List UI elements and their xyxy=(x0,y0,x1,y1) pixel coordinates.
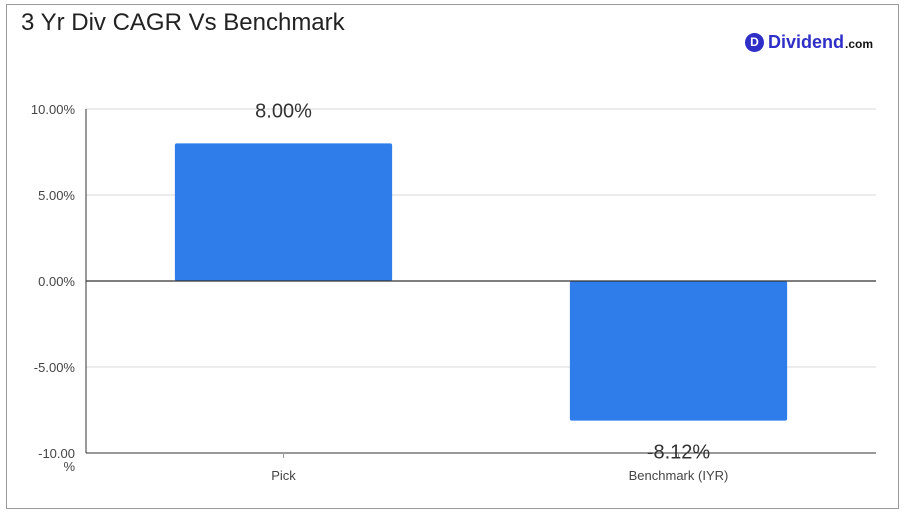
data-label: 8.00% xyxy=(255,100,312,122)
logo-tld: .com xyxy=(845,36,874,51)
x-tick-label: Benchmark (IYR) xyxy=(629,468,729,483)
x-tick-label: Pick xyxy=(271,468,296,483)
y-tick-label: -10.00% xyxy=(38,446,75,474)
y-axis-ticks: 10.00% 5.00% 0.00% -5.00% -10.00% xyxy=(31,102,76,474)
data-labels: 8.00% -8.12% xyxy=(255,100,710,463)
y-tick-label: 10.00% xyxy=(31,102,76,117)
chart-frame xyxy=(6,4,899,509)
logo-badge-icon: D xyxy=(745,32,764,52)
x-axis-labels: Pick Benchmark (IYR) xyxy=(271,453,728,483)
y-tick-label: -5.00% xyxy=(34,360,76,375)
bar[interactable] xyxy=(569,281,788,421)
chart-title: 3 Yr Div CAGR Vs Benchmark xyxy=(21,9,345,36)
y-tick-label: 0.00% xyxy=(38,274,75,289)
y-tick-label: 5.00% xyxy=(38,188,75,203)
data-label: -8.12% xyxy=(647,442,711,464)
dividend-logo[interactable]: D Dividend .com xyxy=(745,32,873,52)
bar[interactable] xyxy=(174,143,393,281)
bars xyxy=(174,143,788,421)
axes xyxy=(85,109,876,454)
logo-name: Dividend xyxy=(768,31,845,52)
